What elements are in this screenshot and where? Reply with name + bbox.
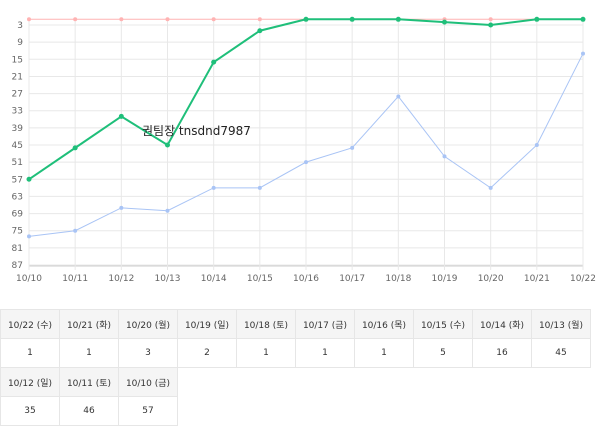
x-tick-label: 10/22 [570,274,596,284]
data-point [211,185,216,190]
date-header-cell: 10/11 (토) [59,367,119,397]
x-tick-label: 10/11 [62,274,88,284]
y-tick-label: 75 [12,227,23,237]
rank-value-cell: 1 [59,338,119,368]
data-point [73,228,78,233]
x-tick-label: 10/14 [201,274,227,284]
data-point [257,28,263,34]
date-header-cell: 10/21 (화) [59,309,119,339]
date-header-cell: 10/17 (금) [295,309,355,339]
date-header-cell: 10/19 (일) [177,309,237,339]
data-point [350,145,355,150]
rank-value-cell: 1 [354,338,414,368]
data-point [257,17,262,22]
y-tick-label: 57 [12,175,23,185]
data-point [442,154,447,159]
x-tick-label: 10/16 [293,274,319,284]
rank-value-cell: 3 [118,338,178,368]
data-point [26,176,32,182]
date-header-cell: 10/10 (금) [118,367,178,397]
rank-value-cell: 57 [118,396,178,426]
data-point [27,234,31,239]
date-header-cell: 10/13 (월) [531,309,591,339]
data-point [304,160,308,165]
data-point [488,22,494,28]
x-tick-label: 10/13 [155,274,181,284]
data-point [211,59,217,65]
data-point [442,19,447,25]
data-point [257,185,262,190]
data-point [118,113,124,119]
date-header-cell: 10/22 (수) [0,309,60,339]
date-header-cell: 10/18 (토) [236,309,296,339]
data-point [534,143,539,148]
data-point [396,94,401,99]
y-tick-label: 39 [12,124,24,134]
y-tick-label: 45 [12,141,23,151]
x-tick-label: 10/12 [108,274,134,284]
x-tick-label: 10/15 [247,274,273,284]
rank-value-cell: 45 [531,338,591,368]
data-point [580,16,586,22]
data-point [165,17,170,22]
date-header-cell: 10/12 (일) [0,367,60,397]
y-tick-label: 69 [12,210,24,220]
rank-value-cell: 1 [295,338,355,368]
date-header-cell: 10/16 (목) [354,309,414,339]
y-tick-label: 3 [17,21,23,31]
chart-annotation: 권팀장 tnsdnd7987 [142,124,251,138]
rank-table-row-group: 10/12 (일) 10/11 (토) 10/10 (금) 35 46 57 [0,367,178,426]
rank-value-cell: 16 [472,338,532,368]
data-point [488,17,493,22]
data-point [534,16,540,22]
x-tick-label: 10/18 [385,274,411,284]
rank-table-row-group: 10/22 (수) 10/21 (화) 10/20 (월) 10/19 (일) 10/1… [0,309,591,368]
data-point [165,208,170,213]
rank-value-cell: 2 [177,338,237,368]
rank-value-cell: 35 [0,396,60,426]
y-tick-label: 81 [12,244,23,254]
x-tick-label: 10/21 [524,274,550,284]
y-tick-label: 27 [12,90,23,100]
rank-value-cell: 46 [59,396,119,426]
x-tick-label: 10/20 [478,274,504,284]
rank-value-cell: 1 [236,338,296,368]
data-point [165,142,170,148]
data-point [27,17,31,22]
data-point [72,145,78,151]
data-point [119,17,124,22]
x-tick-label: 10/17 [339,274,365,284]
y-tick-label: 15 [12,55,23,65]
y-tick-label: 33 [12,107,23,117]
data-point [73,17,78,22]
data-point [303,16,309,22]
x-tick-label: 10/19 [432,274,458,284]
rank-value-cell: 5 [413,338,473,368]
y-tick-label: 21 [12,72,23,82]
rank-value-cell: 1 [0,338,60,368]
y-tick-label: 87 [12,261,23,271]
y-tick-label: 51 [12,158,23,168]
y-tick-label: 9 [17,38,23,48]
x-tick-label: 10/10 [16,274,42,284]
data-point [488,185,493,190]
date-header-cell: 10/20 (월) [118,309,178,339]
data-point [119,205,124,210]
y-tick-label: 63 [12,192,23,202]
data-point [211,17,216,22]
date-header-cell: 10/14 (화) [472,309,532,339]
date-header-cell: 10/15 (수) [413,309,473,339]
data-point [581,51,585,56]
data-point [395,16,401,22]
data-point [349,16,355,22]
